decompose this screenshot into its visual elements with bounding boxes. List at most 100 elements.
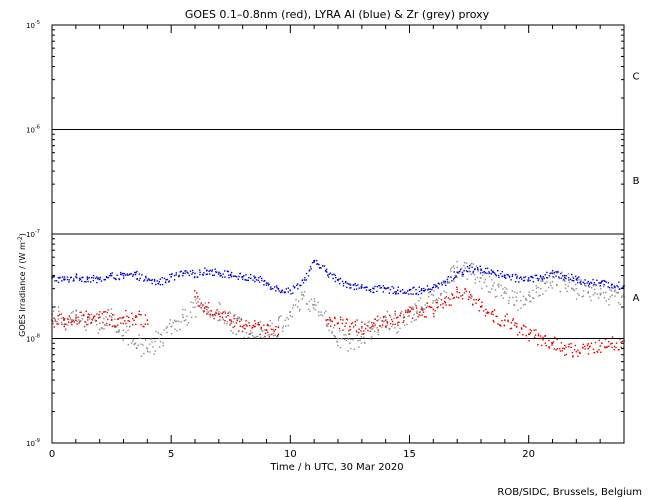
data-point (413, 313, 415, 316)
data-point (599, 294, 601, 296)
data-point (619, 338, 621, 340)
data-point (233, 317, 235, 320)
data-point (514, 281, 517, 283)
data-point (598, 339, 600, 342)
data-point (99, 276, 102, 279)
data-point (55, 280, 58, 282)
data-point (230, 319, 232, 321)
data-point (107, 318, 109, 321)
data-point (584, 345, 586, 348)
data-point (250, 330, 252, 332)
data-point (185, 319, 187, 321)
data-point (604, 280, 606, 282)
data-point (497, 284, 499, 286)
data-point (454, 274, 456, 276)
data-point (202, 311, 205, 313)
data-point (106, 311, 108, 314)
data-point (445, 291, 447, 294)
data-point (257, 279, 259, 282)
data-point (200, 307, 202, 309)
data-point (399, 315, 401, 317)
data-point (259, 333, 261, 336)
data-point (226, 320, 228, 323)
data-point (198, 298, 201, 300)
data-point (456, 296, 458, 298)
data-point (128, 320, 131, 323)
data-point (598, 282, 600, 284)
data-point (115, 331, 117, 333)
data-point (593, 282, 595, 284)
data-point (394, 313, 396, 315)
data-point (103, 317, 105, 320)
data-point (99, 311, 101, 313)
data-point (332, 277, 334, 280)
data-point (123, 273, 126, 275)
data-point (615, 342, 618, 344)
data-point (352, 326, 355, 328)
data-point (155, 330, 157, 333)
data-point (511, 319, 514, 322)
data-point (509, 296, 511, 299)
data-point (614, 286, 616, 288)
data-point (139, 337, 141, 339)
data-point (82, 276, 84, 278)
data-point (425, 316, 427, 318)
data-point (416, 310, 418, 312)
data-point (536, 277, 539, 280)
data-point (325, 270, 327, 273)
data-point (115, 326, 117, 328)
data-point (390, 318, 393, 321)
data-point (545, 344, 547, 347)
data-point (363, 330, 365, 332)
data-point (136, 316, 138, 318)
data-point (304, 291, 306, 293)
data-point (313, 259, 316, 262)
data-point (535, 329, 537, 331)
data-point (248, 322, 250, 324)
data-point (492, 319, 494, 322)
data-point (562, 279, 564, 282)
data-point (507, 274, 509, 276)
data-point (109, 274, 111, 277)
data-point (171, 273, 173, 275)
data-point (436, 299, 439, 302)
data-point (101, 327, 103, 330)
data-point (87, 313, 89, 315)
data-point (184, 270, 186, 272)
data-point (550, 342, 553, 344)
data-point (267, 331, 269, 333)
data-point (232, 321, 234, 323)
data-point (95, 277, 97, 280)
data-point (118, 329, 120, 331)
data-point (471, 295, 473, 297)
data-point (122, 274, 125, 277)
data-point (285, 325, 287, 327)
data-point (217, 273, 220, 275)
data-point (487, 311, 489, 313)
data-point (386, 324, 388, 327)
flare-class-labels: ABC (633, 71, 640, 304)
data-point (458, 291, 461, 294)
data-point (294, 286, 296, 288)
data-point (532, 281, 535, 283)
data-point (442, 282, 445, 284)
data-point (229, 324, 231, 326)
data-point (376, 327, 378, 329)
data-point (504, 319, 506, 321)
class-lines (52, 129, 624, 339)
data-point (297, 288, 299, 290)
data-point (207, 313, 209, 315)
data-point (604, 346, 606, 349)
data-point (447, 297, 450, 299)
data-point (600, 288, 602, 290)
data-point (110, 274, 113, 277)
data-point (491, 288, 493, 290)
data-point (68, 321, 70, 323)
data-point (88, 277, 91, 279)
data-point (349, 328, 352, 331)
data-point (67, 324, 69, 326)
data-point (469, 263, 472, 266)
data-point (221, 312, 223, 315)
data-point (435, 298, 438, 300)
data-point (470, 273, 472, 275)
